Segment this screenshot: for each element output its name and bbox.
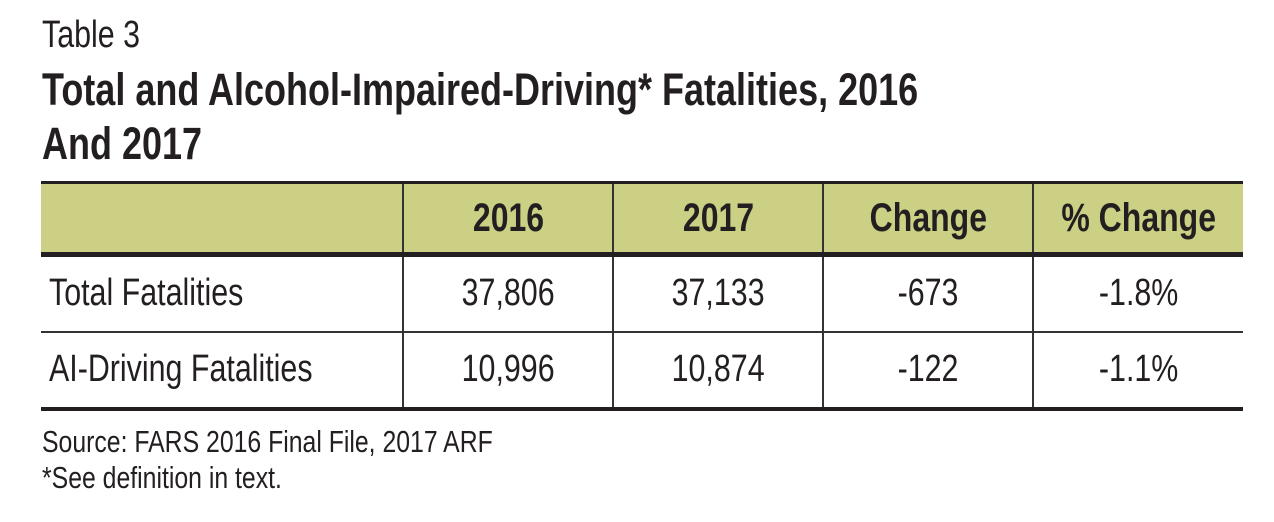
header-2016-text: 2016	[472, 195, 544, 240]
cell-change: -673	[822, 254, 1034, 332]
header-pct-change: % Change	[1032, 182, 1243, 255]
cell-text: 10,996	[461, 348, 555, 390]
cell-text: -1.1%	[1098, 348, 1179, 390]
footnote: *See definition in text.	[42, 460, 342, 496]
cell-text: 37,133	[671, 272, 765, 315]
row-label-text: Total Fatalities	[49, 272, 244, 315]
cell-pct-change: -1.8%	[1032, 254, 1243, 332]
row-label-text: AI-Driving Fatalities	[49, 348, 313, 390]
cell-2016: 10,996	[402, 331, 614, 409]
cell-pct-change: -1.1%	[1032, 331, 1243, 409]
header-empty	[41, 182, 404, 255]
cell-text: -1.8%	[1098, 272, 1179, 315]
row-label: Total Fatalities	[41, 254, 404, 332]
fatalities-table: 2016 2017 Change % Change Total Fataliti…	[41, 181, 1243, 411]
table-label-text: Table 3	[42, 14, 141, 56]
title-text-1: Total and Alcohol-Impaired-Driving* Fata…	[42, 64, 919, 115]
source-note: Source: FARS 2016 Final File, 2017 ARF	[42, 424, 605, 460]
cell-2017: 37,133	[612, 254, 824, 332]
cell-text: -122	[897, 348, 959, 390]
cell-text: 37,806	[461, 272, 555, 315]
source-text: Source: FARS 2016 Final File, 2017 ARF	[42, 424, 493, 459]
table-label: Table 3	[42, 14, 165, 57]
table-title-line-2: And 2017	[42, 118, 242, 170]
cell-text: -673	[897, 272, 959, 315]
table-title-line-1: Total and Alcohol-Impaired-Driving* Fata…	[42, 64, 1137, 116]
header-2016: 2016	[402, 182, 614, 255]
row-label: AI-Driving Fatalities	[41, 331, 404, 409]
cell-2017: 10,874	[612, 331, 824, 409]
header-pct-change-text: % Change	[1061, 195, 1216, 240]
cell-change: -122	[822, 331, 1034, 409]
header-2017: 2017	[612, 182, 824, 255]
header-change-text: Change	[869, 195, 987, 240]
cell-text: 10,874	[671, 348, 765, 390]
table-row: AI-Driving Fatalities 10,996 10,874 -122…	[41, 331, 1243, 409]
header-row: 2016 2017 Change % Change	[41, 182, 1243, 255]
header-change: Change	[822, 182, 1034, 255]
title-text-2: And 2017	[42, 118, 203, 169]
footnote-text: *See definition in text.	[42, 460, 282, 495]
header-2017-text: 2017	[682, 195, 754, 240]
cell-2016: 37,806	[402, 254, 614, 332]
table-row: Total Fatalities 37,806 37,133 -673 -1.8…	[41, 254, 1243, 332]
